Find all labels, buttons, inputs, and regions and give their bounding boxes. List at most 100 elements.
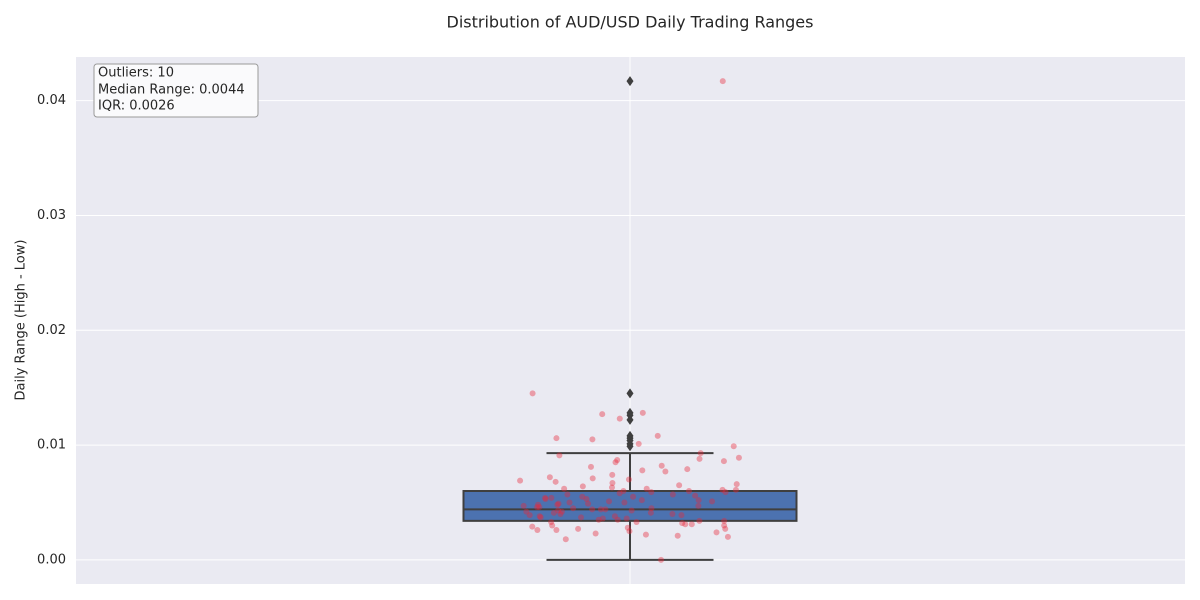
strip-point [639,409,646,416]
strip-point [612,459,619,466]
strip-point [536,504,543,511]
strip-point [578,514,585,521]
strip-point [719,78,726,85]
y-tick-label: 0.01 [37,438,66,453]
strip-point [635,440,642,447]
outlier [626,388,634,399]
annotation-box [93,63,259,118]
strip-point [614,457,621,463]
strip-point [575,525,582,532]
strip-point [638,497,645,504]
strip-point [523,508,530,515]
strip-point [585,500,592,507]
strip-point [579,493,586,500]
strip-point [630,493,637,500]
y-tick-label: 0.04 [37,93,66,108]
y-tick-label: 0.00 [37,552,66,567]
strip-point [535,501,542,508]
strip-point [599,515,606,522]
strip-point [674,532,681,539]
strip-point [733,481,740,488]
strip-point [553,527,560,534]
strip-point [658,462,665,469]
strip-point [614,516,621,523]
strip-point [608,484,615,491]
strip-point [626,528,633,535]
strip-point [609,479,616,486]
strip-point [621,499,628,506]
outlier [626,76,634,87]
strip-point [669,510,676,517]
strip-point [555,507,562,514]
strip-point [696,517,703,524]
y-tick-label: 0.03 [37,208,66,223]
strip-point [611,513,618,520]
strip-point [550,509,557,516]
strip-point [599,411,606,418]
strip-point [642,531,649,538]
strip-point [678,512,685,519]
strip-point [517,477,524,484]
strip-point [628,507,635,514]
strip-point [721,517,728,524]
strip-point [520,502,527,509]
strip-point [561,485,568,492]
strip-point [602,506,609,513]
outlier [626,441,634,452]
strip-point [720,458,727,465]
strip-point [555,500,562,507]
strip-point [697,450,704,457]
chart-title: Distribution of AUD/USD Daily Trading Ra… [447,13,814,32]
strip-point [595,516,602,523]
annotation-line: IQR: 0.0026 [98,99,175,114]
strip-point [662,468,669,475]
strip-point [549,522,556,529]
box [462,490,798,522]
strip-point [587,463,594,470]
strip-point [643,485,650,492]
strip-point [554,501,561,508]
strip-point [722,489,729,496]
strip-point [529,523,536,530]
strip-point [713,529,720,536]
strip-point [542,494,549,501]
strip-point [696,455,703,462]
strip-point [529,390,536,397]
strip-point [616,490,623,497]
strip-point [609,471,616,478]
strip-point [709,498,716,505]
strip-point [620,488,627,494]
outlier [626,414,634,425]
strip-point [654,432,661,439]
strip-point [616,415,623,422]
strip-point [695,502,702,509]
strip-point [552,478,559,485]
strip-point [546,474,553,481]
strip-point [721,522,728,529]
strip-point [724,533,731,540]
strip-point [722,525,729,532]
strip-point [692,492,699,499]
strip-point [606,498,613,505]
strip-point [732,486,739,493]
y-tick-label: 0.02 [37,323,66,338]
strip-point [658,556,665,563]
strip-point [548,494,555,501]
strip-point [669,491,676,498]
strip-point [633,519,640,525]
strip-point [526,512,533,519]
strip-point [537,514,544,521]
strip-point [735,454,742,461]
strip-point [534,504,541,511]
strip-point [719,486,726,493]
strip-point [564,491,571,498]
strip-point [557,510,564,517]
strip-point [597,506,604,513]
strip-point [592,530,599,537]
strip-point [589,506,596,513]
strip-point [570,505,577,512]
strip-point [579,483,586,490]
strip-point [558,508,565,515]
strip-point [676,482,683,489]
